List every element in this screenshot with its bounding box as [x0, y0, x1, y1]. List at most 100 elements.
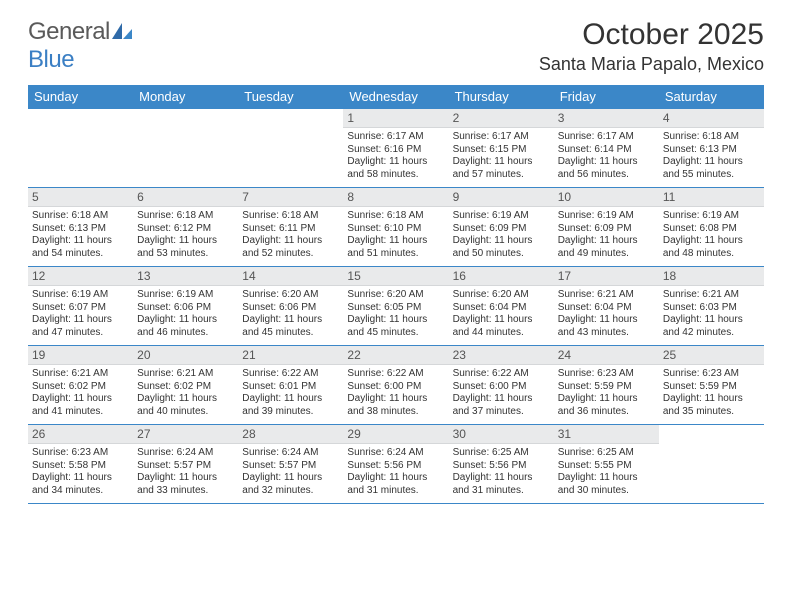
page-header: GeneralBlue October 2025 Santa Maria Pap…	[28, 18, 764, 75]
calendar-cell: 2Sunrise: 6:17 AMSunset: 6:15 PMDaylight…	[449, 109, 554, 188]
calendar-week: 1Sunrise: 6:17 AMSunset: 6:16 PMDaylight…	[28, 109, 764, 188]
day-number: 14	[238, 267, 343, 286]
day-number: 1	[343, 109, 448, 128]
day-content: Sunrise: 6:25 AMSunset: 5:56 PMDaylight:…	[449, 444, 554, 503]
day-content	[659, 443, 764, 501]
day-header: Friday	[554, 85, 659, 109]
day-content: Sunrise: 6:21 AMSunset: 6:02 PMDaylight:…	[28, 365, 133, 424]
brand-part1: General	[28, 18, 110, 45]
day-number: 29	[343, 425, 448, 444]
calendar-cell	[238, 109, 343, 188]
calendar-cell: 28Sunrise: 6:24 AMSunset: 5:57 PMDayligh…	[238, 425, 343, 504]
day-number: 13	[133, 267, 238, 286]
calendar-body: 1Sunrise: 6:17 AMSunset: 6:16 PMDaylight…	[28, 109, 764, 504]
calendar-cell: 10Sunrise: 6:19 AMSunset: 6:09 PMDayligh…	[554, 188, 659, 267]
day-content: Sunrise: 6:20 AMSunset: 6:06 PMDaylight:…	[238, 286, 343, 345]
brand-logo: GeneralBlue	[28, 18, 132, 74]
day-header: Tuesday	[238, 85, 343, 109]
brand-text: GeneralBlue	[28, 18, 132, 74]
calendar-cell: 25Sunrise: 6:23 AMSunset: 5:59 PMDayligh…	[659, 346, 764, 425]
day-content: Sunrise: 6:24 AMSunset: 5:56 PMDaylight:…	[343, 444, 448, 503]
month-title: October 2025	[539, 18, 764, 52]
day-number: 11	[659, 188, 764, 207]
day-content: Sunrise: 6:19 AMSunset: 6:07 PMDaylight:…	[28, 286, 133, 345]
calendar-cell: 16Sunrise: 6:20 AMSunset: 6:04 PMDayligh…	[449, 267, 554, 346]
calendar-cell: 15Sunrise: 6:20 AMSunset: 6:05 PMDayligh…	[343, 267, 448, 346]
day-content: Sunrise: 6:19 AMSunset: 6:06 PMDaylight:…	[133, 286, 238, 345]
day-number: 9	[449, 188, 554, 207]
calendar-week: 5Sunrise: 6:18 AMSunset: 6:13 PMDaylight…	[28, 188, 764, 267]
day-content	[133, 127, 238, 185]
day-header: Sunday	[28, 85, 133, 109]
calendar-cell	[659, 425, 764, 504]
day-content: Sunrise: 6:18 AMSunset: 6:10 PMDaylight:…	[343, 207, 448, 266]
calendar-week: 26Sunrise: 6:23 AMSunset: 5:58 PMDayligh…	[28, 425, 764, 504]
calendar-cell: 17Sunrise: 6:21 AMSunset: 6:04 PMDayligh…	[554, 267, 659, 346]
calendar-cell: 27Sunrise: 6:24 AMSunset: 5:57 PMDayligh…	[133, 425, 238, 504]
day-number: 30	[449, 425, 554, 444]
calendar-cell: 9Sunrise: 6:19 AMSunset: 6:09 PMDaylight…	[449, 188, 554, 267]
day-content: Sunrise: 6:20 AMSunset: 6:04 PMDaylight:…	[449, 286, 554, 345]
calendar-cell: 7Sunrise: 6:18 AMSunset: 6:11 PMDaylight…	[238, 188, 343, 267]
day-number: 27	[133, 425, 238, 444]
calendar-cell: 29Sunrise: 6:24 AMSunset: 5:56 PMDayligh…	[343, 425, 448, 504]
day-content	[28, 127, 133, 185]
day-number: 6	[133, 188, 238, 207]
calendar-cell	[133, 109, 238, 188]
calendar-cell: 4Sunrise: 6:18 AMSunset: 6:13 PMDaylight…	[659, 109, 764, 188]
day-content: Sunrise: 6:24 AMSunset: 5:57 PMDaylight:…	[238, 444, 343, 503]
calendar-week: 19Sunrise: 6:21 AMSunset: 6:02 PMDayligh…	[28, 346, 764, 425]
calendar-cell: 19Sunrise: 6:21 AMSunset: 6:02 PMDayligh…	[28, 346, 133, 425]
calendar-cell: 31Sunrise: 6:25 AMSunset: 5:55 PMDayligh…	[554, 425, 659, 504]
day-content: Sunrise: 6:23 AMSunset: 5:59 PMDaylight:…	[554, 365, 659, 424]
day-number	[133, 109, 238, 127]
day-content: Sunrise: 6:21 AMSunset: 6:04 PMDaylight:…	[554, 286, 659, 345]
title-block: October 2025 Santa Maria Papalo, Mexico	[539, 18, 764, 75]
calendar-cell: 3Sunrise: 6:17 AMSunset: 6:14 PMDaylight…	[554, 109, 659, 188]
day-number: 16	[449, 267, 554, 286]
day-content: Sunrise: 6:19 AMSunset: 6:09 PMDaylight:…	[449, 207, 554, 266]
calendar-cell: 21Sunrise: 6:22 AMSunset: 6:01 PMDayligh…	[238, 346, 343, 425]
day-content: Sunrise: 6:21 AMSunset: 6:02 PMDaylight:…	[133, 365, 238, 424]
day-header: Monday	[133, 85, 238, 109]
day-content: Sunrise: 6:22 AMSunset: 6:00 PMDaylight:…	[343, 365, 448, 424]
day-number: 23	[449, 346, 554, 365]
day-content: Sunrise: 6:22 AMSunset: 6:00 PMDaylight:…	[449, 365, 554, 424]
calendar-week: 12Sunrise: 6:19 AMSunset: 6:07 PMDayligh…	[28, 267, 764, 346]
day-number: 5	[28, 188, 133, 207]
day-header: Saturday	[659, 85, 764, 109]
day-number: 15	[343, 267, 448, 286]
calendar-cell	[28, 109, 133, 188]
day-number: 31	[554, 425, 659, 444]
day-number: 17	[554, 267, 659, 286]
day-number: 2	[449, 109, 554, 128]
logo-sail-icon	[112, 18, 132, 45]
day-content	[238, 127, 343, 185]
day-number: 21	[238, 346, 343, 365]
day-content: Sunrise: 6:23 AMSunset: 5:58 PMDaylight:…	[28, 444, 133, 503]
day-content: Sunrise: 6:19 AMSunset: 6:08 PMDaylight:…	[659, 207, 764, 266]
day-number: 8	[343, 188, 448, 207]
calendar-cell: 23Sunrise: 6:22 AMSunset: 6:00 PMDayligh…	[449, 346, 554, 425]
calendar-cell: 1Sunrise: 6:17 AMSunset: 6:16 PMDaylight…	[343, 109, 448, 188]
day-number: 19	[28, 346, 133, 365]
day-content: Sunrise: 6:19 AMSunset: 6:09 PMDaylight:…	[554, 207, 659, 266]
day-content: Sunrise: 6:18 AMSunset: 6:13 PMDaylight:…	[659, 128, 764, 187]
calendar-cell: 20Sunrise: 6:21 AMSunset: 6:02 PMDayligh…	[133, 346, 238, 425]
calendar-cell: 26Sunrise: 6:23 AMSunset: 5:58 PMDayligh…	[28, 425, 133, 504]
calendar-head: SundayMondayTuesdayWednesdayThursdayFrid…	[28, 85, 764, 109]
day-header: Thursday	[449, 85, 554, 109]
day-content: Sunrise: 6:18 AMSunset: 6:11 PMDaylight:…	[238, 207, 343, 266]
calendar-cell: 11Sunrise: 6:19 AMSunset: 6:08 PMDayligh…	[659, 188, 764, 267]
day-content: Sunrise: 6:24 AMSunset: 5:57 PMDaylight:…	[133, 444, 238, 503]
calendar-table: SundayMondayTuesdayWednesdayThursdayFrid…	[28, 85, 764, 504]
day-number: 18	[659, 267, 764, 286]
day-content: Sunrise: 6:17 AMSunset: 6:14 PMDaylight:…	[554, 128, 659, 187]
calendar-cell: 14Sunrise: 6:20 AMSunset: 6:06 PMDayligh…	[238, 267, 343, 346]
day-number: 7	[238, 188, 343, 207]
day-content: Sunrise: 6:17 AMSunset: 6:15 PMDaylight:…	[449, 128, 554, 187]
brand-part2: Blue	[28, 46, 74, 73]
day-content: Sunrise: 6:20 AMSunset: 6:05 PMDaylight:…	[343, 286, 448, 345]
day-number: 20	[133, 346, 238, 365]
day-content: Sunrise: 6:17 AMSunset: 6:16 PMDaylight:…	[343, 128, 448, 187]
